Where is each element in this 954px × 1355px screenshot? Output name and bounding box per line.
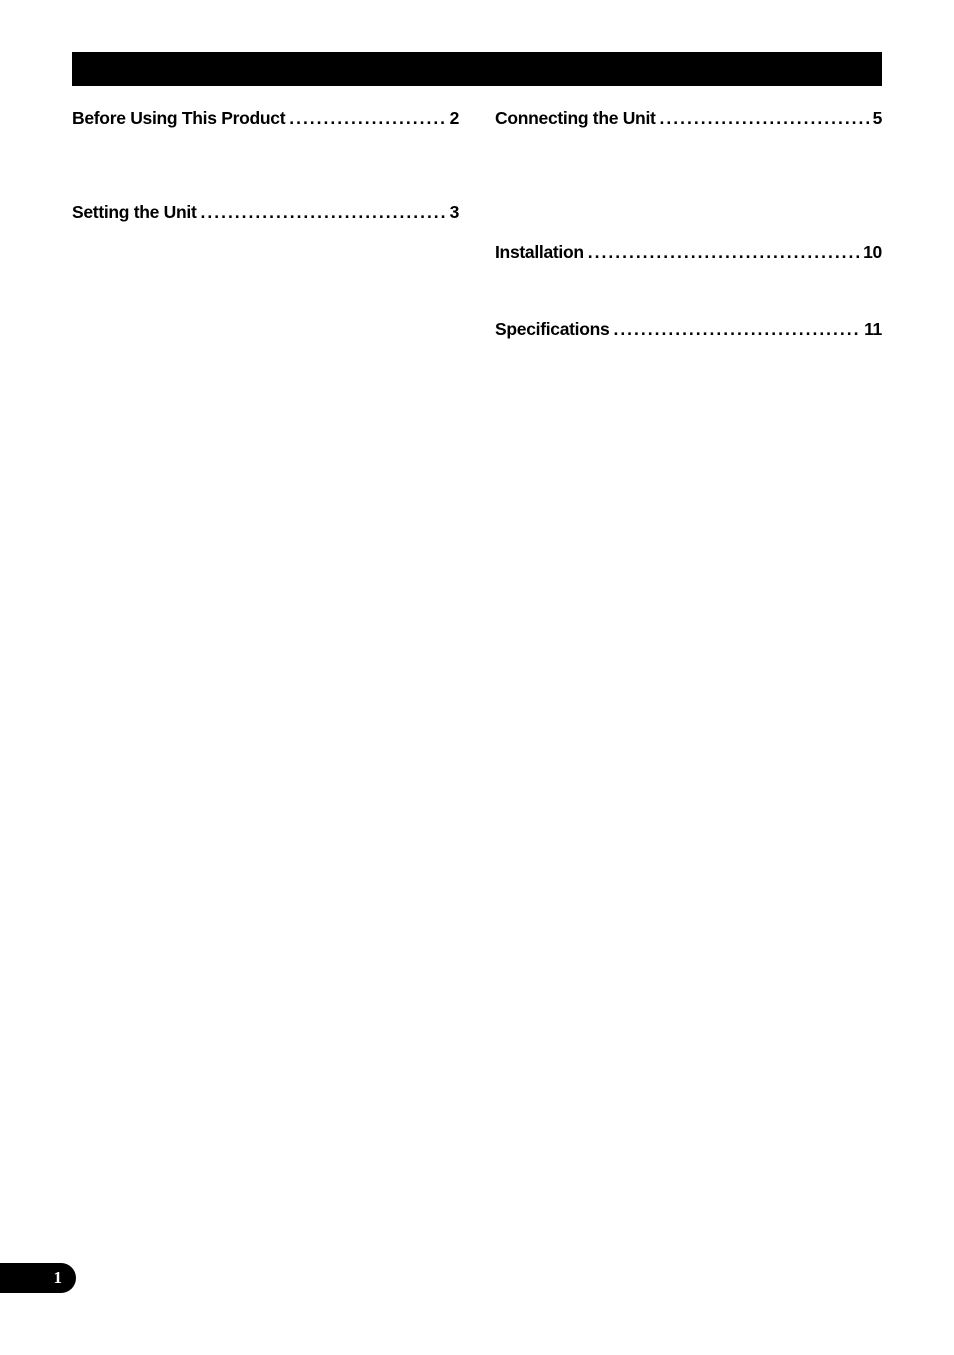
toc-left-column: Before Using This Product 2 Setting the … bbox=[72, 108, 459, 340]
toc-entry: Setting the Unit 3 bbox=[72, 202, 459, 223]
toc-page: 3 bbox=[450, 202, 459, 223]
toc-title: Installation bbox=[495, 242, 584, 263]
toc-page: 10 bbox=[863, 242, 882, 263]
toc-entry: Installation 10 bbox=[495, 242, 882, 263]
toc-entry: Before Using This Product 2 bbox=[72, 108, 459, 129]
toc-leader bbox=[660, 108, 869, 129]
toc-leader bbox=[201, 202, 446, 223]
toc-entry: Specifications 11 bbox=[495, 319, 882, 340]
toc-page: 2 bbox=[450, 108, 459, 129]
toc-title: Before Using This Product bbox=[72, 108, 285, 129]
toc-leader bbox=[588, 242, 859, 263]
toc-title: Setting the Unit bbox=[72, 202, 197, 223]
page-number-tab: 1 bbox=[0, 1263, 76, 1293]
toc-page: 5 bbox=[873, 108, 882, 129]
toc-columns: Before Using This Product 2 Setting the … bbox=[72, 108, 882, 340]
toc-leader bbox=[613, 319, 860, 340]
toc-entry: Connecting the Unit 5 bbox=[495, 108, 882, 129]
toc-page: 11 bbox=[864, 319, 882, 340]
page-number: 1 bbox=[54, 1268, 63, 1288]
toc-title: Specifications bbox=[495, 319, 609, 340]
toc-right-column: Connecting the Unit 5 Installation 10 Sp… bbox=[495, 108, 882, 340]
toc-title: Connecting the Unit bbox=[495, 108, 656, 129]
toc-leader bbox=[289, 108, 445, 129]
header-black-bar bbox=[72, 52, 882, 86]
